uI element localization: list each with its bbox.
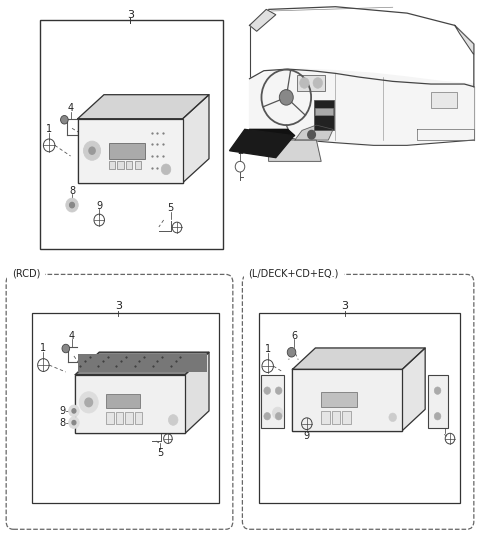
Circle shape — [88, 146, 96, 155]
Bar — [315, 108, 333, 115]
Circle shape — [276, 387, 282, 394]
Circle shape — [72, 421, 76, 425]
Bar — [126, 161, 132, 169]
Bar — [321, 411, 330, 424]
Circle shape — [434, 387, 441, 394]
Bar — [431, 92, 457, 108]
Polygon shape — [185, 352, 209, 433]
Text: (L/DECK+CD+EQ.): (L/DECK+CD+EQ.) — [249, 268, 339, 278]
Circle shape — [69, 405, 79, 417]
Text: 9: 9 — [60, 406, 66, 416]
Bar — [109, 143, 144, 159]
Circle shape — [308, 130, 315, 139]
Bar — [292, 369, 402, 430]
Polygon shape — [292, 348, 425, 369]
Text: 6: 6 — [291, 331, 298, 341]
Text: 5: 5 — [157, 448, 163, 458]
Bar — [78, 118, 183, 183]
Bar — [259, 314, 459, 503]
Circle shape — [434, 413, 441, 420]
Bar — [109, 161, 115, 169]
Circle shape — [273, 407, 283, 419]
Bar — [78, 118, 183, 183]
Bar — [125, 412, 132, 423]
Text: 2: 2 — [238, 146, 244, 155]
Polygon shape — [250, 10, 276, 31]
Bar — [314, 100, 334, 130]
Text: 8: 8 — [60, 418, 66, 428]
Circle shape — [70, 203, 74, 208]
Text: 8: 8 — [264, 408, 270, 418]
Circle shape — [287, 347, 296, 357]
Polygon shape — [229, 129, 294, 158]
Bar — [297, 75, 325, 91]
Bar — [39, 20, 223, 249]
Text: 3: 3 — [341, 301, 348, 311]
Polygon shape — [269, 140, 321, 161]
Text: 1: 1 — [46, 124, 52, 135]
Polygon shape — [402, 348, 425, 430]
Circle shape — [313, 78, 323, 88]
Bar — [134, 161, 141, 169]
Text: 9: 9 — [304, 431, 310, 441]
Circle shape — [69, 417, 79, 428]
Circle shape — [168, 415, 178, 425]
Bar — [292, 369, 402, 430]
Bar — [78, 354, 206, 373]
Circle shape — [62, 344, 70, 353]
Circle shape — [85, 398, 93, 407]
Polygon shape — [295, 125, 333, 140]
Polygon shape — [78, 95, 209, 118]
Circle shape — [79, 392, 98, 413]
Text: 4: 4 — [68, 103, 73, 113]
Polygon shape — [250, 129, 295, 136]
Polygon shape — [75, 352, 209, 375]
Text: 5: 5 — [168, 203, 174, 213]
Text: 7: 7 — [442, 418, 448, 428]
Polygon shape — [455, 25, 474, 55]
Text: 1: 1 — [40, 343, 47, 353]
Bar — [75, 375, 185, 433]
Circle shape — [276, 413, 282, 420]
Circle shape — [389, 413, 396, 422]
Text: (RCD): (RCD) — [12, 268, 40, 278]
Bar — [116, 412, 123, 423]
Bar — [107, 412, 114, 423]
Polygon shape — [183, 95, 209, 183]
Bar — [135, 412, 142, 423]
Circle shape — [84, 141, 101, 160]
Circle shape — [264, 413, 271, 420]
Bar — [117, 161, 123, 169]
Text: 1: 1 — [264, 344, 271, 354]
Polygon shape — [250, 69, 474, 145]
Text: 8: 8 — [69, 185, 75, 196]
Circle shape — [60, 115, 68, 124]
Text: 9: 9 — [96, 200, 102, 211]
Circle shape — [279, 90, 293, 105]
Circle shape — [66, 198, 78, 212]
Bar — [428, 375, 447, 428]
Text: 4: 4 — [69, 331, 75, 341]
Bar — [75, 375, 185, 433]
Bar — [33, 314, 218, 503]
Bar — [342, 411, 351, 424]
Circle shape — [264, 387, 271, 394]
Circle shape — [161, 164, 171, 175]
Bar — [321, 392, 357, 407]
Bar — [332, 411, 340, 424]
Text: 3: 3 — [115, 301, 122, 311]
Text: 3: 3 — [127, 10, 134, 20]
Bar — [262, 375, 284, 428]
Circle shape — [72, 409, 76, 413]
Circle shape — [300, 78, 309, 88]
Bar — [107, 394, 140, 408]
